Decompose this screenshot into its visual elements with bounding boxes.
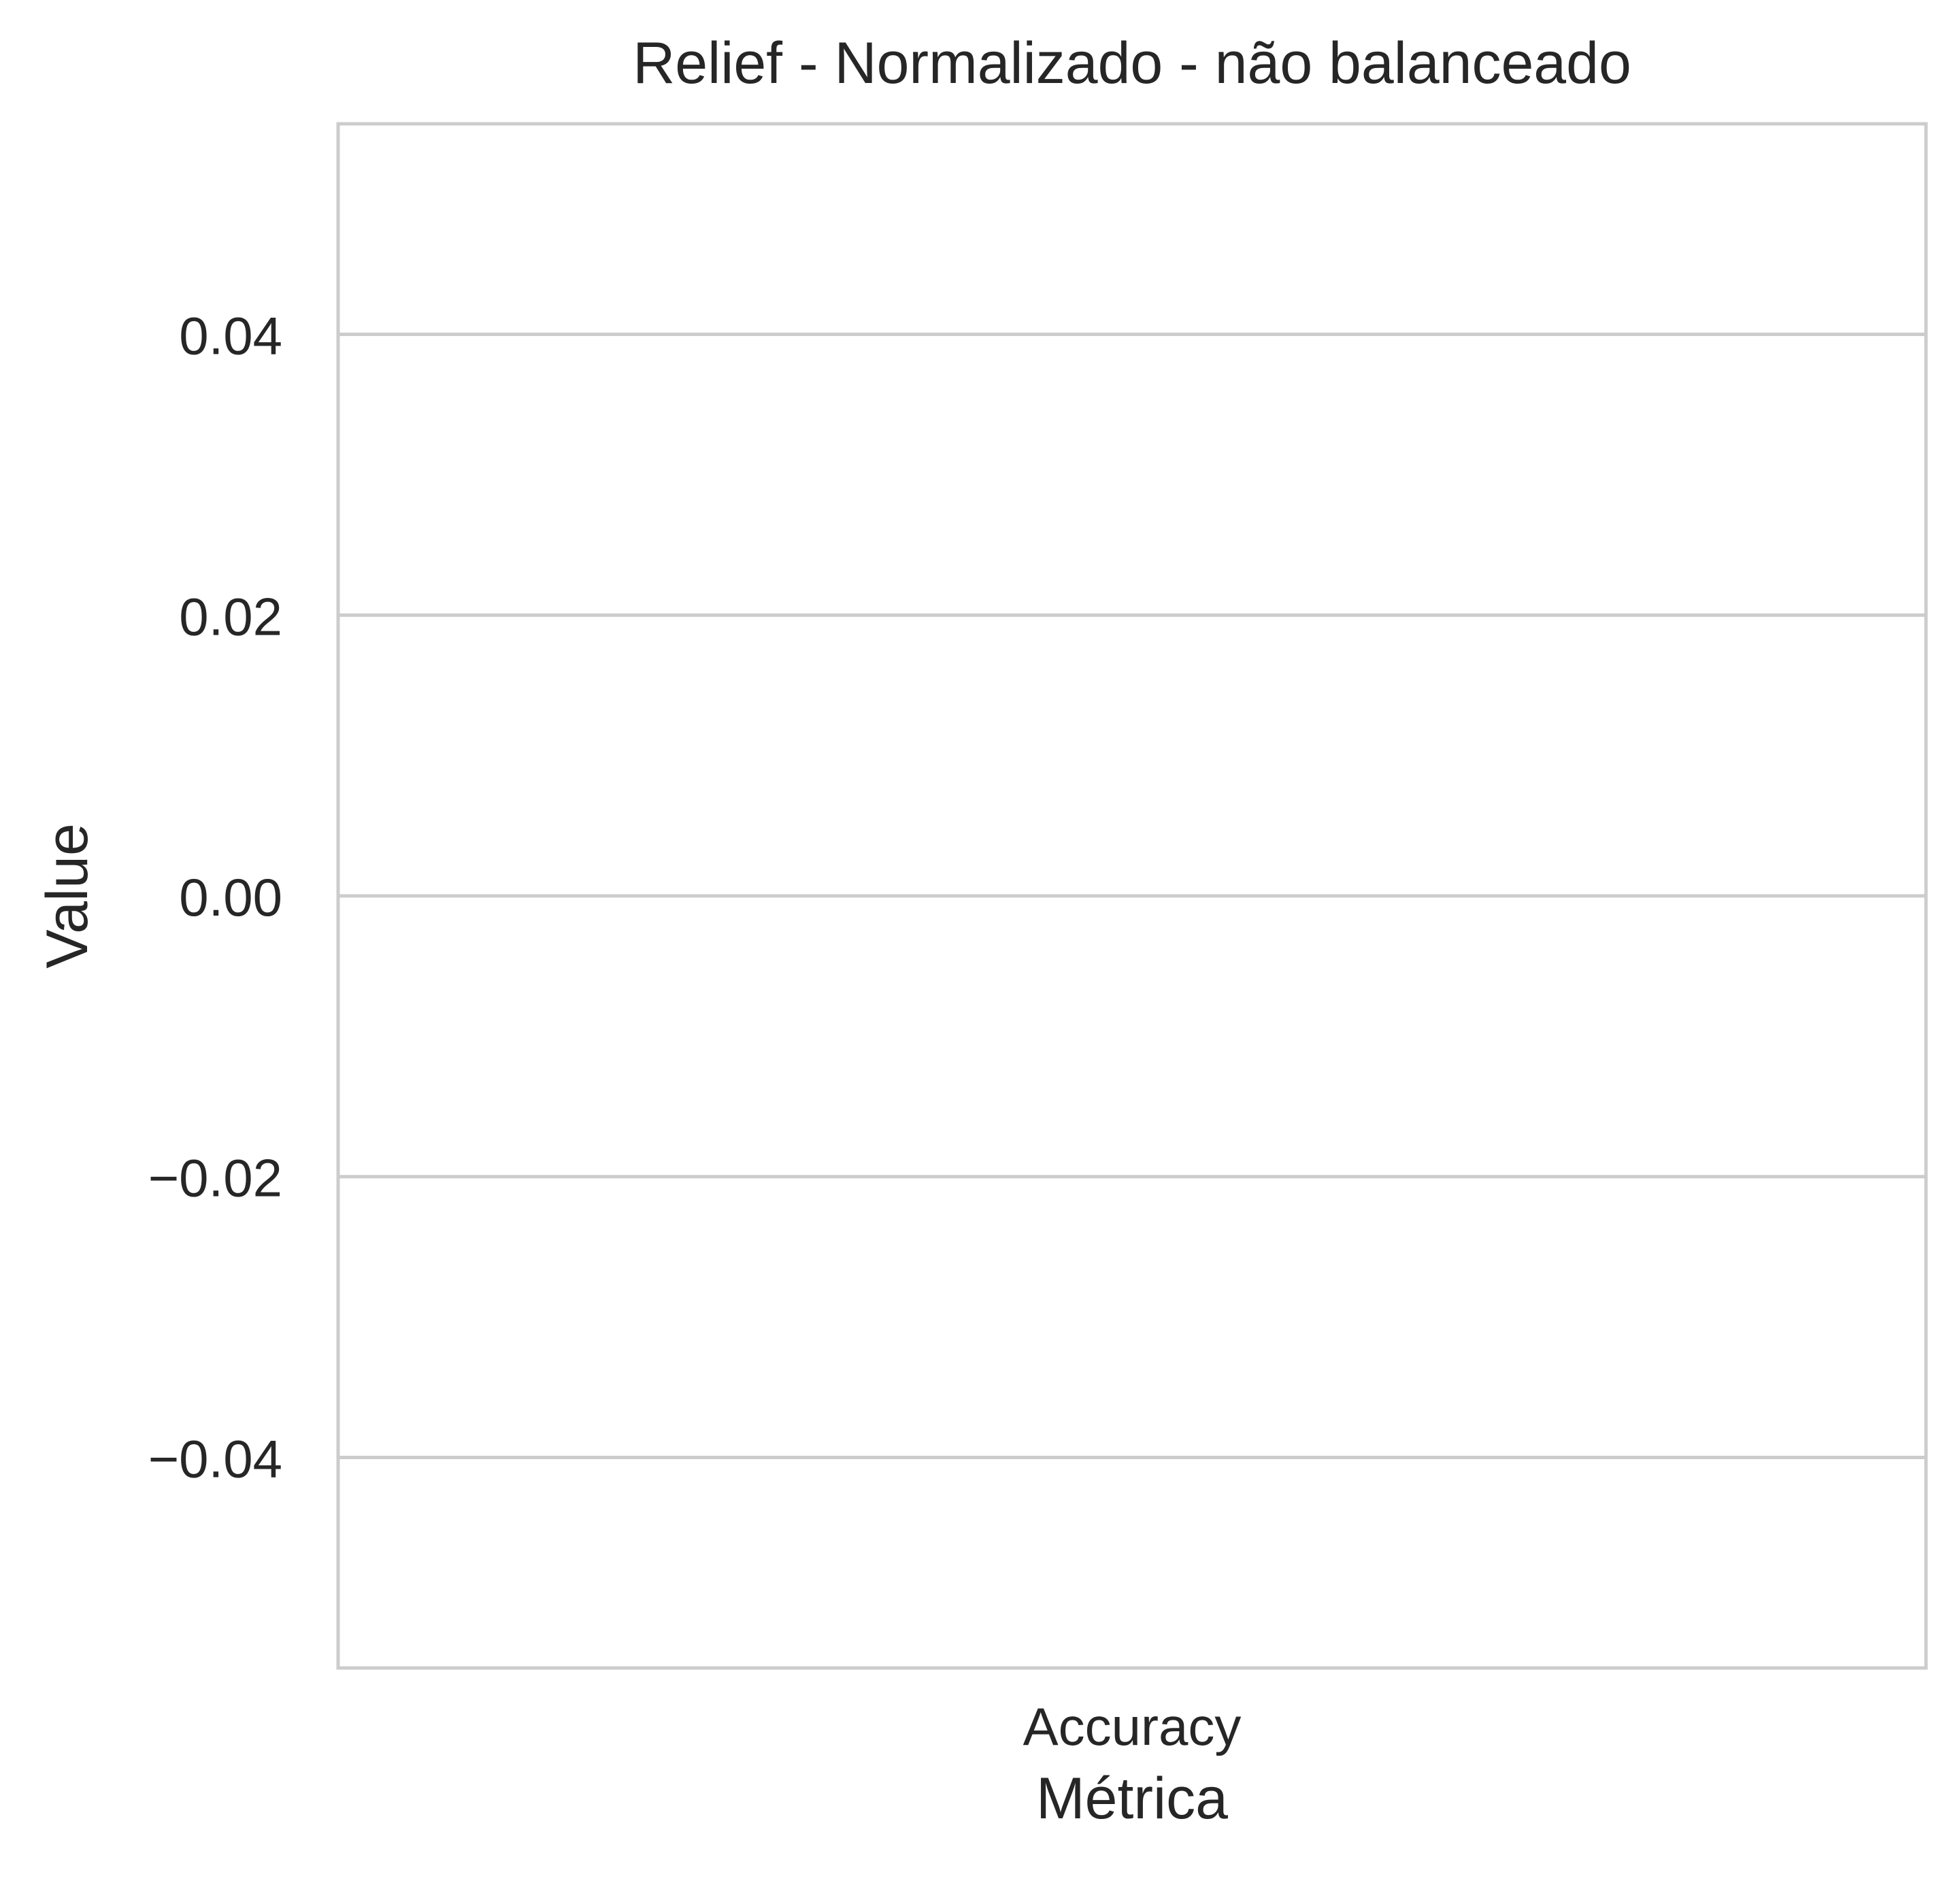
grid-lines <box>338 333 1926 1459</box>
y-tick-labels: 0.04 0.02 0.00 −0.02 −0.04 <box>148 306 282 1489</box>
x-axis-label: Métrica <box>1036 1766 1228 1831</box>
x-tick-labels: Accuracy <box>1023 1697 1242 1756</box>
x-tick-label: Accuracy <box>1023 1697 1242 1756</box>
y-tick-label: −0.04 <box>148 1429 282 1488</box>
y-tick-label: −0.02 <box>148 1148 282 1208</box>
y-tick-label: 0.04 <box>179 306 282 366</box>
y-tick-label: 0.00 <box>179 867 282 927</box>
chart-title: Relief - Normalizado - não balanceado <box>633 31 1631 96</box>
y-tick-label: 0.02 <box>179 586 282 646</box>
y-axis-label: Value <box>35 823 100 969</box>
plot-frame <box>336 122 1928 1670</box>
